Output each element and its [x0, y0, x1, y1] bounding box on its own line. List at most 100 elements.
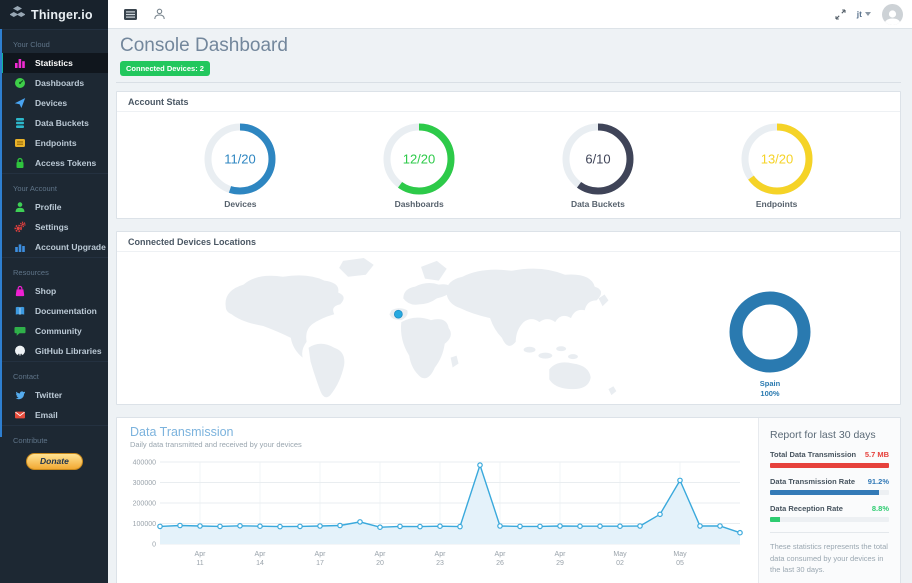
sidebar-item-profile[interactable]: Profile [0, 197, 108, 217]
username: jt [856, 9, 862, 19]
donut-label: Data Buckets [570, 199, 625, 209]
section-label-resources: Resources [13, 268, 49, 277]
report-row-label: Data Reception Rate [770, 504, 843, 513]
chart-subtitle: Daily data transmitted and received by y… [130, 440, 302, 449]
sidebar-item-devices[interactable]: Devices [0, 93, 108, 113]
locations-title: Connected Devices Locations [117, 232, 900, 252]
svg-text:Apr: Apr [315, 551, 327, 558]
world-map [225, 257, 617, 398]
envelope-icon [13, 409, 26, 422]
svg-text:100000: 100000 [133, 521, 156, 528]
user-menu[interactable]: jt [857, 9, 871, 19]
sidebar-item-dashboards[interactable]: Dashboards [0, 73, 108, 93]
bar-chart-icon [13, 57, 26, 70]
report-note: These statistics represents the total da… [770, 532, 889, 576]
sidebar-item-data-buckets[interactable]: Data Buckets [0, 113, 108, 133]
page-header: Console Dashboard Connected Devices: 2 [116, 29, 901, 83]
svg-text:14: 14 [256, 560, 264, 567]
gears-icon [13, 221, 26, 234]
report-row-label: Total Data Transmission [770, 450, 857, 459]
transmission-chart-area: Data Transmission Daily data transmitted… [117, 418, 758, 583]
sidebar-item-twitter[interactable]: Twitter [0, 385, 108, 405]
account-stats-title: Account Stats [117, 92, 900, 112]
svg-text:13/20: 13/20 [760, 152, 793, 167]
report-panel: Report for last 30 days Total Data Trans… [758, 418, 900, 583]
upgrade-chart-icon [13, 241, 26, 254]
sidebar-item-documentation[interactable]: Documentation [0, 301, 108, 321]
report-row-value: 5.7 MB [864, 450, 889, 459]
sidebar-item-label: Dashboards [35, 78, 85, 88]
svg-text:Apr: Apr [375, 551, 387, 558]
sidebar-item-label: Account Upgrade [35, 242, 106, 252]
transmission-line-chart: Apr11Apr14Apr17Apr20Apr23Apr26Apr29May02… [133, 460, 743, 567]
section-label-your-cloud: Your Cloud [13, 40, 50, 49]
spain-marker [394, 309, 403, 319]
sidebar-item-label: Endpoints [35, 138, 77, 148]
report-bar [770, 490, 889, 495]
sidebar-item-settings[interactable]: Settings [0, 217, 108, 237]
data-buckets-donut: 6/10 Data Buckets [509, 123, 688, 209]
sidebar-item-label: Shop [35, 286, 57, 296]
sidebar: Thinger.io Your Cloud Statistics Dashboa… [0, 0, 108, 583]
sidebar-item-access-tokens[interactable]: Access Tokens [0, 153, 108, 173]
menu-toggle-icon[interactable] [124, 8, 137, 20]
user-outline-icon[interactable] [153, 8, 166, 20]
svg-text:20: 20 [376, 560, 384, 567]
sidebar-item-label: Devices [35, 98, 68, 108]
connected-devices-badge: Connected Devices: 2 [120, 61, 210, 76]
svg-text:400000: 400000 [133, 460, 156, 467]
sidebar-item-label: GitHub Libraries [35, 346, 102, 356]
fullscreen-icon[interactable] [835, 8, 846, 20]
svg-text:12/20: 12/20 [403, 152, 436, 167]
svg-text:6/10: 6/10 [585, 152, 610, 167]
country-percent: 100% [760, 389, 780, 399]
sidebar-item-email[interactable]: Email [0, 405, 108, 425]
donut-label: Devices [224, 199, 257, 209]
sidebar-item-github-libraries[interactable]: GitHub Libraries [0, 341, 108, 361]
endpoints-donut: 13/20 Endpoints [687, 123, 866, 209]
sidebar-item-endpoints[interactable]: Endpoints [0, 133, 108, 153]
sidebar-item-shop[interactable]: Shop [0, 281, 108, 301]
donate-button[interactable]: Donate [26, 453, 83, 470]
avatar[interactable] [882, 3, 903, 25]
donut-label: Dashboards [394, 199, 444, 209]
sidebar-item-label: Access Tokens [35, 158, 97, 168]
thinger-logo-icon [9, 5, 26, 24]
spain-donut: Spain 100% [727, 290, 813, 399]
svg-text:300000: 300000 [133, 480, 156, 487]
svg-text:Apr: Apr [435, 551, 447, 558]
endpoint-icon [13, 137, 26, 150]
person-icon [13, 201, 26, 214]
svg-text:Apr: Apr [555, 551, 567, 558]
section-label-contact: Contact [13, 372, 39, 381]
account-stats-panel: Account Stats 11/20 Devices 12/20 Dashbo… [116, 91, 901, 219]
shopping-bag-icon [13, 285, 26, 298]
report-row-value: 8.8% [871, 504, 889, 513]
report-row-value: 91.2% [867, 477, 889, 486]
sidebar-item-statistics[interactable]: Statistics [0, 53, 108, 73]
sidebar-item-community[interactable]: Community [0, 321, 108, 341]
svg-text:May: May [613, 551, 627, 558]
svg-text:17: 17 [316, 560, 324, 567]
brand-name: Thinger.io [31, 7, 93, 22]
svg-text:May: May [673, 551, 687, 558]
sidebar-item-label: Documentation [35, 306, 97, 316]
sidebar-item-label: Email [35, 410, 58, 420]
github-icon [13, 345, 26, 358]
database-icon [13, 117, 26, 130]
sidebar-item-account-upgrade[interactable]: Account Upgrade [0, 237, 108, 257]
logo[interactable]: Thinger.io [0, 0, 108, 29]
svg-text:23: 23 [436, 560, 444, 567]
locations-panel: Connected Devices Locations [116, 231, 901, 405]
data-transmission-panel: Data Transmission Daily data transmitted… [116, 417, 901, 583]
svg-text:11/20: 11/20 [225, 152, 257, 167]
svg-text:200000: 200000 [133, 501, 156, 508]
sidebar-scrollbar[interactable] [0, 29, 2, 437]
sidebar-item-label: Twitter [35, 390, 63, 400]
lock-icon [13, 157, 26, 170]
svg-text:02: 02 [616, 560, 624, 567]
chevron-down-icon [865, 12, 871, 16]
svg-text:11: 11 [196, 560, 203, 567]
page-title: Console Dashboard [120, 35, 288, 56]
svg-text:Apr: Apr [495, 551, 507, 558]
